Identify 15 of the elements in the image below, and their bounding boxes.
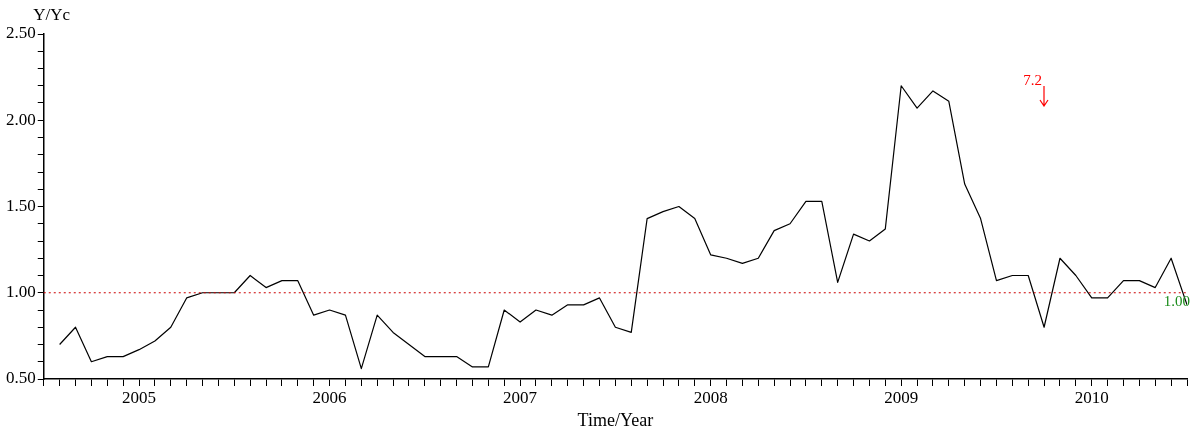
x-tick-label: 2005	[122, 387, 157, 407]
y-tick-label: 0.50	[6, 368, 36, 388]
y-tick-label: 1.50	[6, 195, 36, 215]
x-tick-label: 2008	[693, 387, 728, 407]
y-axis-title: Y/Yc	[33, 4, 71, 24]
x-tick-label: 2007	[503, 387, 538, 407]
x-tick-label: 2009	[884, 387, 919, 407]
ref-line-label: 1.00	[1163, 293, 1190, 310]
x-axis-title: Time/Year	[577, 409, 654, 430]
y-tick-label: 2.50	[6, 23, 36, 43]
y-tick-label: 2.00	[6, 109, 36, 129]
x-tick-label: 2006	[312, 387, 347, 407]
y-tick-label: 1.00	[6, 282, 36, 302]
annotation: 7.2	[1023, 72, 1043, 89]
x-tick-label: 2010	[1074, 387, 1109, 407]
